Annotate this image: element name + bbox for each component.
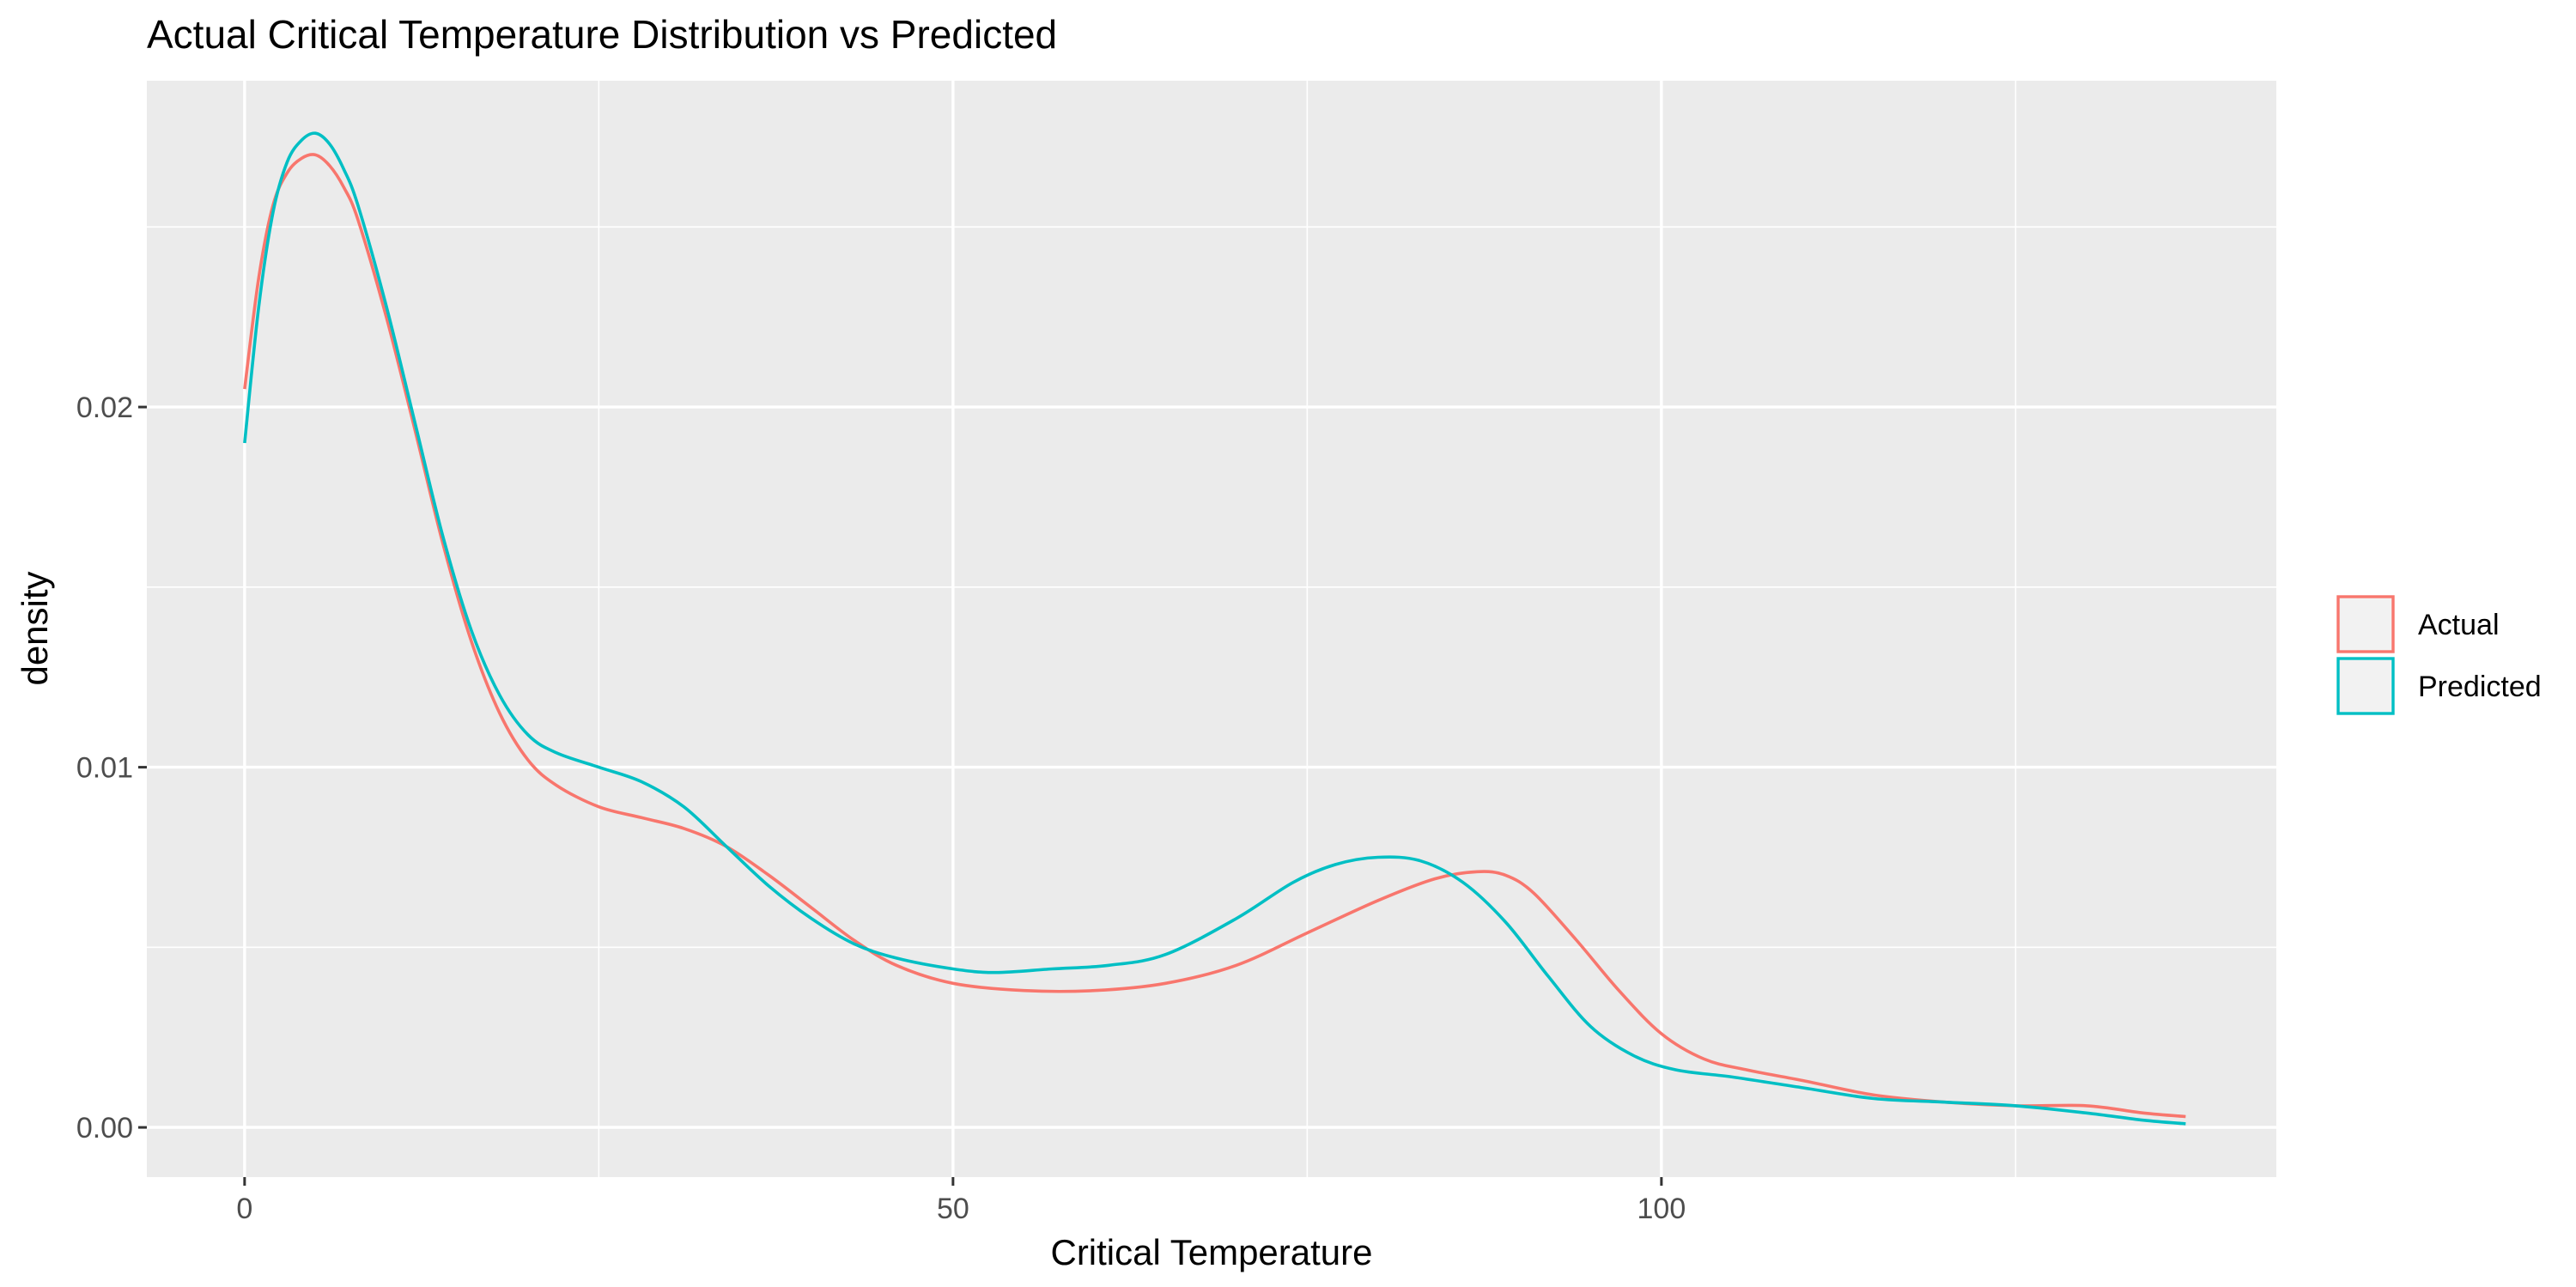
legend: Actual Predicted — [2336, 595, 2542, 715]
series-line-actual — [243, 153, 2186, 1119]
legend-label-actual: Actual — [2418, 609, 2500, 641]
y-tick-label: 0.02 — [76, 392, 133, 424]
y-tick-label: 0.01 — [76, 752, 133, 785]
chart-title: Actual Critical Temperature Distribution… — [147, 12, 1057, 57]
y-axis: 0.00 0.01 0.02 — [76, 392, 147, 1144]
plot-panel — [147, 81, 2276, 1177]
grid-major — [147, 81, 2276, 1177]
series-line-predicted — [243, 131, 2186, 1126]
grid-minor — [147, 81, 2276, 1177]
legend-key-predicted — [2336, 657, 2395, 715]
y-axis-title: density — [15, 571, 55, 685]
x-tick-label: 0 — [236, 1193, 252, 1225]
x-tick-label: 50 — [937, 1193, 969, 1225]
series-layer — [243, 131, 2186, 1126]
legend-label-predicted: Predicted — [2418, 671, 2542, 703]
x-tick-label: 100 — [1637, 1193, 1686, 1225]
legend-key-actual — [2336, 595, 2395, 653]
x-axis-title: Critical Temperature — [1050, 1232, 1372, 1272]
y-tick-label: 0.00 — [76, 1112, 133, 1144]
x-axis: 0 50 100 — [236, 1177, 1686, 1225]
